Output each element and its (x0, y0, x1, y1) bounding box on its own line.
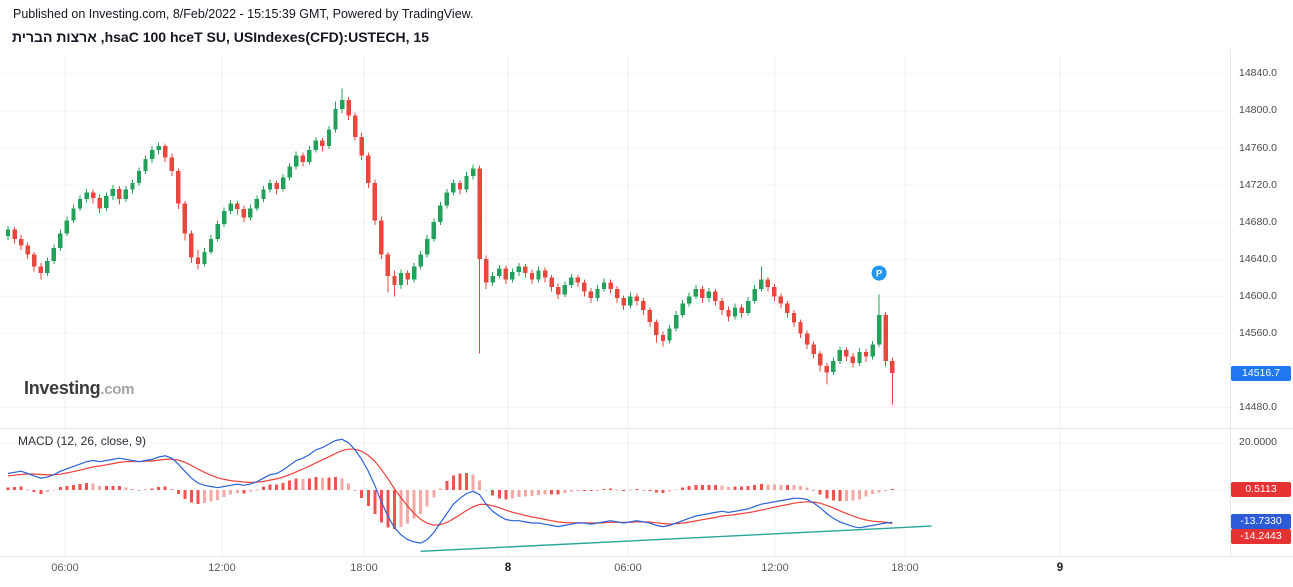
time-tick-label: 06:00 (614, 562, 642, 574)
candlestick-series (5, 88, 895, 405)
price-tick-label: 14760.0 (1239, 141, 1277, 154)
gridlines (0, 56, 1230, 556)
position-marker[interactable]: P (871, 265, 887, 281)
pane-separator[interactable] (0, 428, 1293, 429)
price-tick-label: 14560.0 (1239, 326, 1277, 339)
chart-title: ארצות הברית ,hsaC 100 hceT SU, USIndexes… (12, 29, 429, 45)
time-tick-label: 06:00 (51, 562, 79, 574)
macd-indicator-label: MACD (12, 26, close, 9) (18, 434, 147, 448)
trendline-drawing[interactable] (420, 525, 932, 552)
price-tick-label: 14720.0 (1239, 178, 1277, 191)
price-tick-label: 14680.0 (1239, 215, 1277, 228)
time-tick-label: 18:00 (891, 562, 919, 574)
macd-signal-line (7, 448, 893, 526)
time-axis[interactable]: 06:00 12:00 18:00 8 06:00 12:00 18:00 9 (0, 557, 1293, 587)
price-axis-separator (1230, 50, 1231, 557)
macd-tick-label: 20.0000 (1239, 436, 1277, 449)
price-tick-label: 14840.0 (1239, 67, 1277, 80)
macd-histogram (6, 473, 894, 530)
macd-signal-badge: -14.2443 (1231, 529, 1291, 544)
investing-logo: Investing.com (24, 378, 134, 399)
time-tick-label: 18:00 (350, 562, 378, 574)
time-tick-label: 9 (1056, 562, 1064, 574)
last-price-badge: 14516.7 (1231, 366, 1291, 381)
time-axis-separator (0, 556, 1293, 557)
macd-line-badge: -13.7330 (1231, 514, 1291, 529)
published-line: Published on Investing.com, 8/Feb/2022 -… (13, 7, 474, 21)
macd-hist-badge: 0.5113 (1231, 482, 1291, 497)
price-axis[interactable]: 14840.0 14800.0 14760.0 14720.0 14680.0 14640… (1231, 0, 1293, 557)
time-tick-label: 12:00 (208, 562, 236, 574)
price-tick-label: 14600.0 (1239, 289, 1277, 302)
price-tick-label: 14800.0 (1239, 104, 1277, 117)
svg-text:P: P (876, 269, 883, 280)
time-tick-label: 8 (504, 562, 512, 574)
logo-name: Investing (24, 378, 101, 398)
logo-tld: .com (100, 381, 135, 398)
macd-line (7, 438, 893, 544)
price-tick-label: 14480.0 (1239, 400, 1277, 413)
time-tick-label: 12:00 (761, 562, 789, 574)
price-tick-label: 14640.0 (1239, 252, 1277, 265)
